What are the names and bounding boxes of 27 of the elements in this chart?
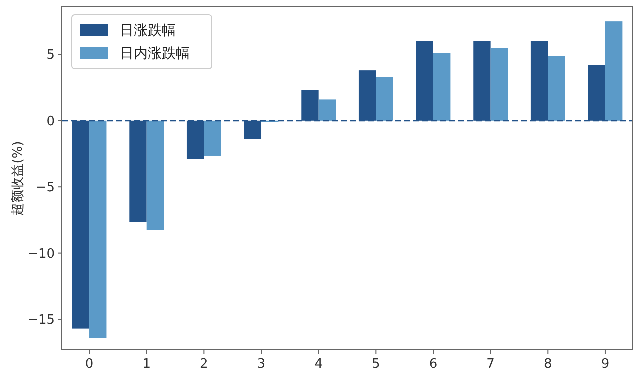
bar bbox=[318, 100, 336, 121]
y-axis-title: 超额收益(%) bbox=[11, 141, 26, 216]
bar bbox=[433, 53, 451, 121]
x-tick-label: 3 bbox=[257, 357, 266, 372]
legend-label: 日内涨跌幅 bbox=[120, 46, 190, 62]
y-tick-label: 5 bbox=[46, 48, 55, 64]
y-tick-label: −15 bbox=[28, 313, 55, 328]
bar bbox=[146, 120, 164, 230]
x-tick-label: 2 bbox=[200, 357, 208, 372]
x-tick-label: 5 bbox=[372, 357, 380, 372]
x-tick-label: 6 bbox=[429, 357, 438, 372]
legend-label: 日涨跌幅 bbox=[120, 22, 176, 39]
x-tick-label: 7 bbox=[486, 357, 495, 372]
y-tick-label: 0 bbox=[46, 114, 55, 130]
x-tick-label: 8 bbox=[544, 357, 552, 372]
bar bbox=[548, 56, 566, 121]
x-tick-label: 4 bbox=[314, 357, 323, 372]
x-tick-label: 9 bbox=[601, 357, 610, 372]
x-tick-label: 1 bbox=[142, 357, 151, 372]
bar bbox=[90, 120, 107, 338]
bar bbox=[605, 22, 623, 121]
x-tick-label: 0 bbox=[85, 357, 94, 372]
bar bbox=[490, 48, 508, 121]
bar bbox=[376, 77, 394, 121]
y-tick-label: −10 bbox=[28, 246, 55, 262]
y-tick-label: −5 bbox=[36, 180, 55, 196]
bar bbox=[204, 120, 222, 156]
